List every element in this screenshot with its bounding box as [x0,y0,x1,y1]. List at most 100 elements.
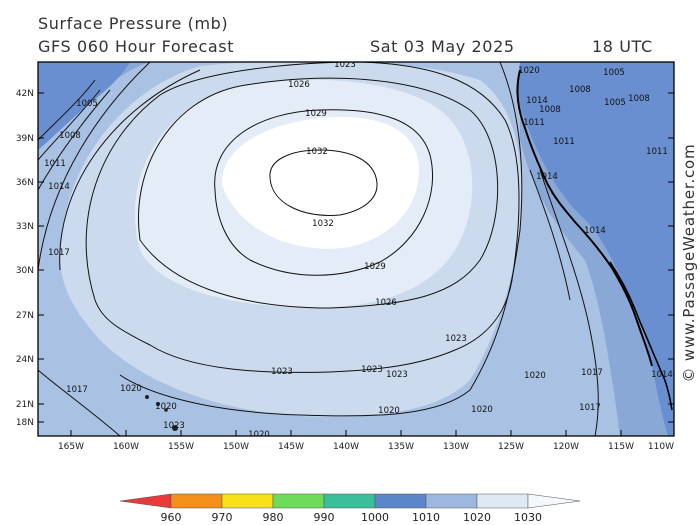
legend-high-arrow [527,493,581,509]
lat-label: 36N [16,178,34,188]
lat-label: 33N [16,222,34,232]
lat-label: 27N [16,311,34,321]
isobar-label: 1026 [375,298,397,308]
lon-label: 140W [333,442,359,452]
isobar-label: 1011 [523,118,545,128]
isobar-label: 1023 [361,365,383,375]
legend-swatch [425,493,478,509]
isobar-label: 1023 [445,334,467,344]
isobar-1023 [85,62,520,373]
legend-swatch [170,493,223,509]
isobar-1017 [38,62,599,436]
isobar-label: 1020 [248,430,270,440]
isobar-label: 1005 [604,98,626,108]
isobar-label: 1017 [48,248,70,258]
isobar-label: 1014 [526,96,548,106]
lat-label: 42N [16,89,34,99]
isobar-label: 1014 [48,182,70,192]
legend-swatch [221,493,274,509]
longitude-axis [70,430,675,436]
lon-label: 135W [388,442,414,452]
forecast-time: 18 UTC [592,37,653,56]
isobar-1032 [269,149,378,216]
isobar-1011 [38,89,101,161]
model-label: GFS 060 Hour Forecast [38,37,235,56]
isobar-label: 1014 [584,226,606,236]
legend-label: 1020 [463,511,491,524]
isobar-1014 [38,89,571,301]
lon-label: 115W [608,442,634,452]
map-frame [37,61,675,437]
isobar-label: 1011 [553,137,575,147]
lon-label: 160W [113,442,139,452]
isobar-1029 [214,109,434,276]
map-area: 1032 1032 1029 1029 1026 1026 1023 1023 … [38,60,674,440]
isobar-1026 [138,77,499,309]
isobar-label: 1014 [651,370,673,380]
latitude-axis [38,92,674,423]
lon-label: 145W [278,442,304,452]
isobar-label: 1008 [569,85,591,95]
lat-label: 24N [16,355,34,365]
legend-swatch [323,493,376,509]
isobar-1008 [38,79,96,141]
pressure-legend: 960 970 980 990 1000 1010 1020 1030 [119,493,581,524]
isobar-label: 1017 [581,368,603,378]
longitude-labels: 165W 160W 155W 150W 145W 140W 135W 130W … [58,442,674,452]
lat-label: 39N [16,134,34,144]
legend-label: 970 [212,511,233,524]
isobar-label: 1020 [518,66,540,76]
legend-label: 1010 [412,511,440,524]
forecast-date: Sat 03 May 2025 [370,37,515,56]
isobar-label: 1020 [120,384,142,394]
isobar-labels: 1032 1032 1029 1029 1026 1026 1023 1023 … [44,60,673,440]
isobar-label: 1020 [524,371,546,381]
latitude-labels: 42N 39N 36N 33N 30N 27N 24N 21N 18N [16,89,34,428]
lon-label: 150W [223,442,249,452]
lon-label: 125W [498,442,524,452]
legend-label: 960 [161,511,182,524]
lat-label: 18N [16,418,34,428]
isobar-label: 1017 [66,385,88,395]
legend-label: 1030 [514,511,542,524]
isobar-label: 1008 [539,105,561,115]
lon-label: 130W [443,442,469,452]
land-northwest-corner [38,62,130,150]
isobar-label: 1014 [536,172,558,182]
isobar-label: 1020 [471,405,493,415]
legend-swatch [272,493,325,509]
isobar-label: 1005 [603,68,625,78]
isobar-label: 1029 [305,109,327,119]
legend-label: 1000 [361,511,389,524]
isobar-label: 1032 [306,147,328,157]
isobar-label: 1023 [334,60,356,70]
lon-label: 120W [553,442,579,452]
isobar-lines [38,62,599,436]
isobar-label: 1032 [312,219,334,229]
lon-label: 165W [58,442,84,452]
legend-swatch [374,493,427,509]
isobar-label: 1020 [378,406,400,416]
baja-coastline [609,261,673,411]
high-center [221,116,419,249]
legend-label: 990 [314,511,335,524]
isobar-label: 1008 [59,131,81,141]
isobar-label: 1020 [155,402,177,412]
isobar-label: 1011 [44,159,66,169]
lon-label: 155W [168,442,194,452]
isobar-label: 1023 [163,421,185,431]
isobar-label: 1026 [288,80,310,90]
legend-label: 980 [263,511,284,524]
isobar-label: 1005 [76,99,98,109]
map-title: Surface Pressure (mb) [38,14,229,33]
isobar-label: 1029 [364,262,386,272]
coastline [516,69,653,367]
lat-label: 21N [16,400,34,410]
legend-swatch [476,493,529,509]
isobar-label: 1011 [646,147,668,157]
isobar-label: 1023 [386,370,408,380]
isobar-label: 1023 [271,367,293,377]
land-north-america [516,62,674,436]
lat-label: 30N [16,266,34,276]
